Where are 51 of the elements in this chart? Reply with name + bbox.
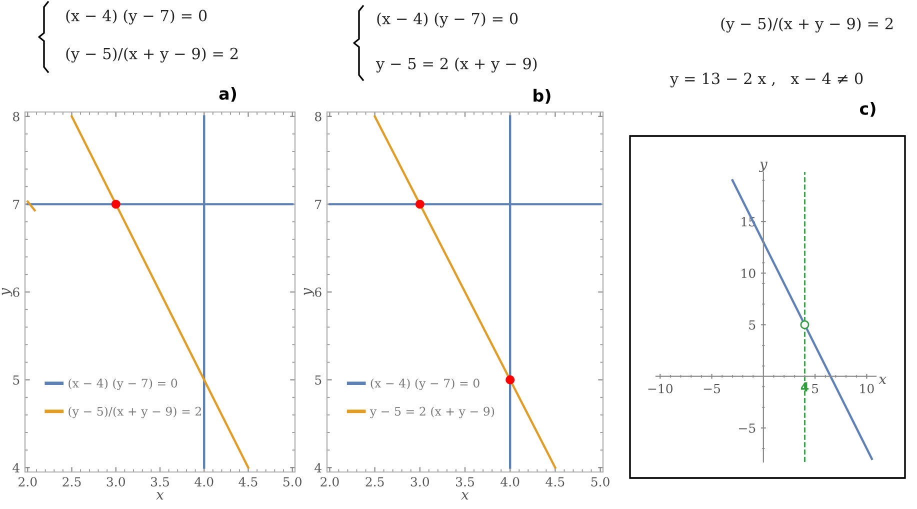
x-tick-label: −5 (704, 384, 720, 394)
y-tick-label: 4 (12, 463, 20, 472)
x-axis-title: x (156, 492, 164, 500)
y-tick-label: 8 (13, 112, 20, 122)
y-tick-label: 8 (315, 112, 322, 122)
text: (x − 4) (y − 7) = 0 (377, 12, 518, 28)
text: (y − 5)/(x + y − 9) = 2 (721, 18, 893, 32)
y-tick-label: 5 (315, 375, 322, 385)
x-tick-label: 2.5 (366, 477, 384, 487)
chart-title: c) (860, 102, 876, 117)
x-tick-label: 3.0 (410, 477, 430, 487)
text: y = 13 − 2 x , x − 4 ≠ 0 (670, 72, 863, 88)
x-tick-label: 10 (860, 384, 874, 394)
y-tick-label: 7 (315, 200, 322, 209)
y-tick-label: 7 (13, 200, 20, 209)
x-tick-label: 3.0 (106, 477, 125, 487)
x-tick-label: 5 (812, 384, 818, 394)
chart-title: b) (534, 88, 550, 104)
y-tick-label: 6 (13, 287, 20, 297)
x-tick-label: 4.0 (194, 477, 214, 487)
y-tick-label: 5 (749, 320, 756, 330)
y-tick-label: 5 (13, 375, 20, 385)
y-tick-label: 6 (315, 287, 322, 297)
chart-title: a) (219, 86, 236, 102)
x-tick-label: 5.0 (283, 477, 302, 487)
y-tick-label: 4 (314, 463, 322, 472)
legend-label: (y − 5)/(x + y − 9) = 2 (68, 406, 202, 418)
x-tick-label: 4.5 (546, 477, 564, 487)
x-tick-label: 4.5 (238, 477, 258, 487)
text: (x − 4) (y − 7) = 0 (66, 10, 207, 24)
x-tick-label: 2.5 (62, 477, 81, 487)
x-tick-label: 2.0 (18, 477, 37, 487)
legend-label: y − 5 = 2 (x + y − 9) (370, 406, 494, 418)
y-tick-label: −5 (739, 424, 756, 433)
x-tick-label: 5.0 (591, 477, 610, 487)
x-tick-label: 3.5 (151, 477, 169, 487)
x-axis-title: x (878, 376, 886, 384)
text: y − 5 = 2 (x + y − 9) (376, 58, 537, 72)
y-axis-title: y (758, 162, 768, 172)
legend-label: (x − 4) (y − 7) = 0 (68, 378, 178, 390)
x-tick-label: −10 (648, 384, 672, 394)
x-tick-label: 2.0 (320, 477, 339, 487)
y-axis-title: y (304, 288, 314, 296)
x-tick-label: 3.5 (456, 477, 474, 487)
y-axis-title: y (2, 288, 12, 296)
ref-line-label: 4 (800, 382, 809, 392)
y-tick-label: 10 (742, 268, 756, 278)
text: (y − 5)/(x + y − 9) = 2 (66, 48, 238, 62)
x-axis-title: x (461, 492, 469, 500)
legend-label: (x − 4) (y − 7) = 0 (370, 378, 480, 390)
x-tick-label: 4.0 (500, 477, 520, 487)
